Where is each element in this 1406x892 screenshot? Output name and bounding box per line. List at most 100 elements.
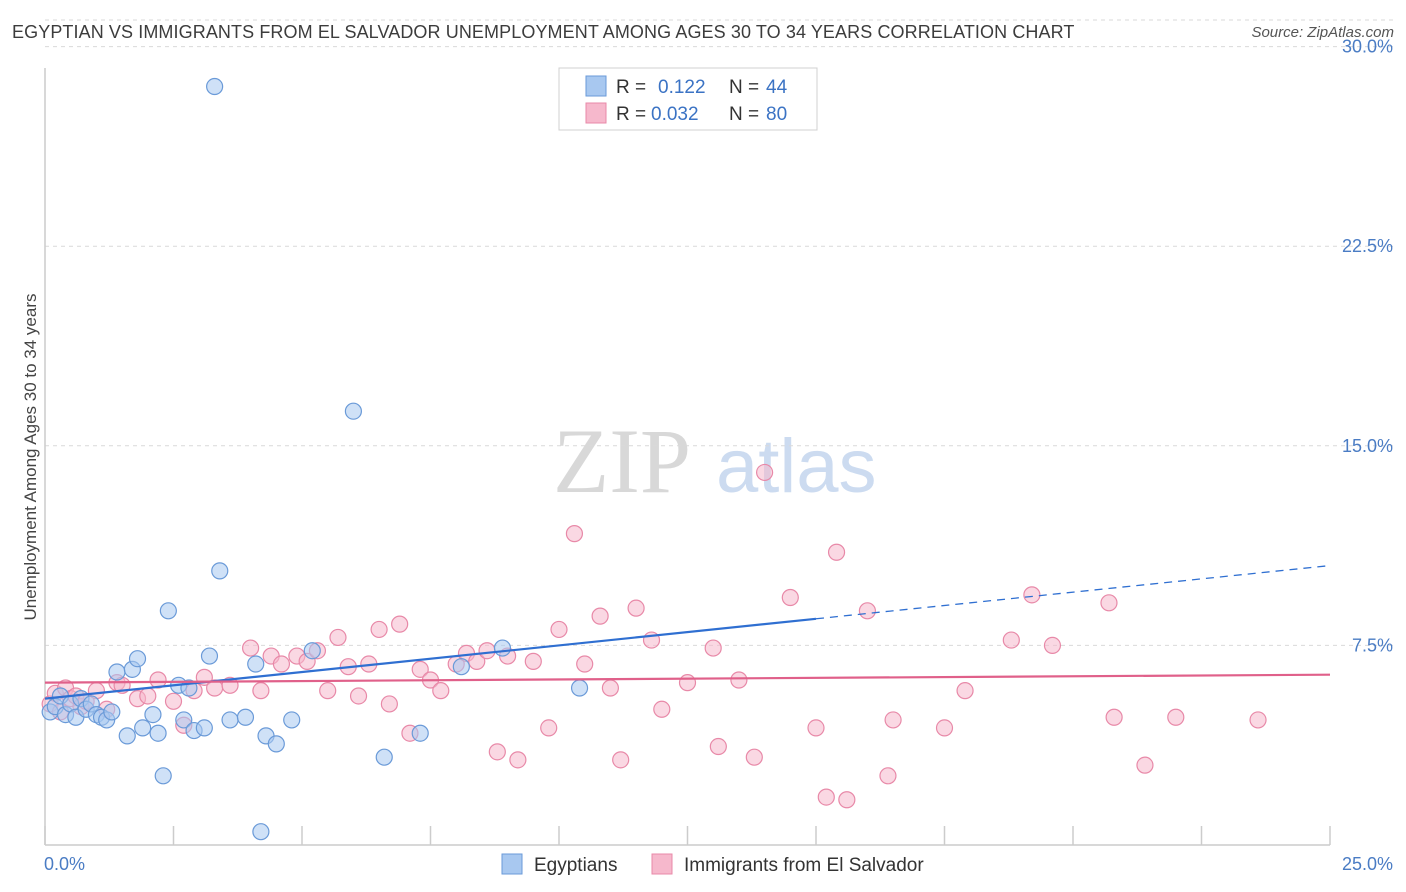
y-tick-labels: 7.5% 15.0% 22.5% 30.0%	[1342, 37, 1393, 656]
data-point	[128, 650, 147, 668]
data-point	[627, 599, 645, 617]
data-point	[175, 711, 193, 729]
data-point	[478, 642, 496, 660]
x-tick-label-max: 25.0%	[1342, 854, 1393, 874]
data-point	[540, 719, 558, 737]
data-point	[159, 602, 177, 620]
data-point	[884, 711, 902, 729]
data-point	[206, 77, 224, 96]
data-point	[807, 719, 825, 737]
data-point	[267, 735, 285, 753]
data-point	[344, 402, 362, 420]
data-point	[817, 788, 835, 806]
data-point	[488, 743, 506, 761]
y-tick-label: 22.5%	[1342, 236, 1393, 256]
legend-r-value-2: 0.032	[651, 104, 699, 125]
data-point	[375, 748, 393, 766]
legend-n-label-1: N =	[729, 77, 759, 98]
legend-swatch-el-salvador	[585, 102, 607, 124]
data-point	[565, 525, 584, 543]
x-ticks	[44, 826, 1331, 845]
data-point	[570, 679, 589, 697]
data-point	[1136, 756, 1154, 774]
data-point	[709, 737, 727, 756]
data-point	[781, 588, 799, 607]
data-point	[704, 639, 722, 657]
y-axis-title: Unemployment Among Ages 30 to 34 years	[21, 294, 40, 621]
legend-n-label-2: N =	[729, 104, 759, 125]
data-point	[935, 719, 954, 737]
data-point	[493, 639, 512, 657]
data-point	[103, 703, 121, 721]
data-point	[221, 711, 239, 729]
bottom-legend-swatch-el-salvador	[651, 853, 673, 875]
data-point	[576, 655, 594, 673]
data-point	[149, 724, 167, 742]
data-point	[236, 708, 255, 726]
y-tick-label: 15.0%	[1342, 436, 1393, 456]
data-point	[200, 647, 219, 665]
data-point	[118, 727, 136, 745]
data-point	[329, 628, 347, 647]
data-point	[550, 620, 568, 639]
trend-line-egyptians	[44, 617, 817, 700]
data-point	[1105, 708, 1123, 726]
data-point	[247, 655, 265, 673]
data-point	[252, 682, 270, 700]
data-point	[349, 687, 368, 705]
watermark: ZIP atlas	[553, 410, 877, 512]
legend-n-value-2: 80	[766, 104, 787, 125]
data-point	[272, 655, 291, 673]
trend-line-el-salvador	[44, 673, 1331, 684]
data-point	[303, 642, 321, 660]
series-egyptians	[41, 77, 589, 841]
data-point	[653, 700, 671, 718]
data-point	[827, 543, 846, 561]
data-point	[283, 711, 301, 729]
y-tick-label: 7.5%	[1352, 635, 1393, 655]
legend-r-label-1: R =	[616, 77, 646, 98]
x-tick-label-min: 0.0%	[44, 854, 85, 874]
data-point	[730, 671, 748, 689]
legend-swatch-egyptians	[585, 75, 607, 97]
data-point	[380, 695, 398, 713]
data-point	[164, 692, 183, 710]
data-point	[755, 463, 774, 482]
data-point	[1043, 636, 1062, 655]
data-point	[601, 679, 620, 697]
trend-lines	[44, 564, 1331, 700]
data-point	[838, 791, 856, 809]
data-point	[134, 719, 152, 737]
bottom-legend-swatch-egyptians	[501, 853, 523, 875]
data-point	[1249, 711, 1267, 729]
data-point	[195, 719, 213, 737]
data-point	[858, 602, 877, 620]
data-point	[432, 682, 450, 700]
data-point	[745, 748, 763, 766]
data-point	[879, 767, 897, 785]
data-point	[319, 682, 337, 700]
data-point	[108, 663, 126, 681]
data-point	[1023, 586, 1041, 604]
data-point	[211, 562, 229, 580]
data-point	[1002, 631, 1020, 649]
data-point	[154, 767, 172, 785]
data-point	[956, 682, 974, 700]
data-point	[411, 724, 429, 742]
data-point	[144, 705, 162, 724]
stats-legend: R = 0.122 N = 44 R = 0.032 N = 80	[558, 67, 818, 131]
data-point	[411, 660, 429, 678]
y-tick-label: 30.0%	[1342, 37, 1393, 57]
data-point	[370, 620, 388, 639]
data-point	[1100, 594, 1118, 612]
data-point	[591, 607, 609, 625]
trend-line-egyptians-projection	[815, 564, 1331, 620]
watermark-atlas: atlas	[716, 424, 877, 509]
data-point	[242, 639, 260, 657]
data-point	[391, 615, 409, 633]
source-credit: Source: ZipAtlas.com	[1251, 24, 1394, 41]
data-point	[139, 687, 157, 705]
watermark-zip: ZIP	[553, 410, 691, 512]
data-point	[452, 658, 470, 676]
